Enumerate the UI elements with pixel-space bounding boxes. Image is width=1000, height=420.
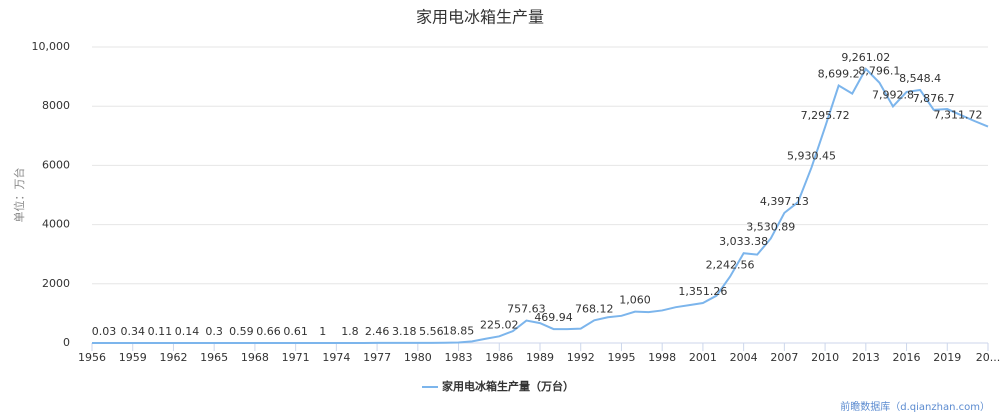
x-tick-label: 1959 bbox=[119, 351, 147, 364]
x-tick-label: 2013 bbox=[852, 351, 880, 364]
data-label: 1 bbox=[319, 325, 326, 338]
data-label: 225.02 bbox=[480, 318, 519, 331]
data-label: 3.18 bbox=[392, 325, 417, 338]
data-label: 1,060 bbox=[619, 294, 651, 307]
data-label: 5.56 bbox=[419, 325, 444, 338]
y-axis-title: 单位：万台 bbox=[12, 168, 26, 223]
data-label: 768.12 bbox=[575, 302, 614, 315]
data-label: 2,242.56 bbox=[706, 259, 755, 272]
data-label: 1,351.26 bbox=[678, 285, 727, 298]
chart-title: 家用电冰箱生产量 bbox=[416, 8, 544, 27]
data-label: 0.14 bbox=[175, 325, 200, 338]
x-tick-label: 1983 bbox=[445, 351, 473, 364]
x-tick-label: 1998 bbox=[648, 351, 676, 364]
data-label: 0.59 bbox=[229, 325, 254, 338]
y-tick-label: 4000 bbox=[42, 218, 70, 231]
data-label: 0.11 bbox=[148, 325, 173, 338]
data-label: 8,699.2 bbox=[818, 68, 860, 81]
data-label: 0.3 bbox=[205, 325, 223, 338]
legend-label: 家用电冰箱生产量（万台） bbox=[442, 379, 574, 393]
y-tick-label: 10,000 bbox=[32, 40, 71, 53]
data-label: 1.8 bbox=[341, 325, 359, 338]
x-tick-label: 1995 bbox=[607, 351, 635, 364]
data-label: 757.63 bbox=[507, 303, 546, 316]
x-tick-label: 2016 bbox=[893, 351, 921, 364]
data-label: 7,992.8 bbox=[872, 88, 914, 101]
data-label: 18.85 bbox=[443, 324, 475, 337]
x-tick-label: 2001 bbox=[689, 351, 717, 364]
data-label: 0.61 bbox=[283, 325, 308, 338]
data-label: 7,295.72 bbox=[801, 109, 850, 122]
x-tick-label: 1980 bbox=[404, 351, 432, 364]
data-label: 4,397.13 bbox=[760, 195, 809, 208]
x-tick-label: 2004 bbox=[730, 351, 758, 364]
data-label: 2.46 bbox=[365, 325, 390, 338]
credits: 前瞻数据库（d.qianzhan.com） bbox=[840, 400, 990, 413]
data-label: 0.34 bbox=[120, 325, 145, 338]
x-tick-label: 1977 bbox=[363, 351, 391, 364]
data-label: 0.03 bbox=[92, 325, 117, 338]
data-label: 5,930.45 bbox=[787, 149, 836, 162]
x-tick-label: 1956 bbox=[78, 351, 106, 364]
x-tick-label: 1974 bbox=[322, 351, 350, 364]
x-tick-label: 2010 bbox=[811, 351, 839, 364]
data-label: 8,548.4 bbox=[899, 72, 941, 85]
x-tick-label: 1968 bbox=[241, 351, 269, 364]
data-label: 469.94 bbox=[534, 311, 573, 324]
data-label: 3,033.38 bbox=[719, 235, 768, 248]
y-tick-label: 8000 bbox=[42, 99, 70, 112]
x-tick-label: 1962 bbox=[159, 351, 187, 364]
data-label: 0.66 bbox=[256, 325, 281, 338]
data-label: 9,261.02 bbox=[841, 51, 890, 64]
line bbox=[91, 67, 989, 344]
x-tick-label: 1965 bbox=[200, 351, 228, 364]
data-label: 3,530.89 bbox=[746, 220, 795, 233]
x-tick-label: 2019 bbox=[933, 351, 961, 364]
y-tick-label: 2000 bbox=[42, 277, 70, 290]
x-tick-label: 1986 bbox=[485, 351, 513, 364]
data-label: 7,311.72 bbox=[934, 109, 983, 122]
x-tick-label: 20... bbox=[976, 351, 1000, 364]
y-tick-label: 6000 bbox=[42, 158, 70, 171]
x-tick-label: 1989 bbox=[526, 351, 554, 364]
x-tick-label: 2007 bbox=[770, 351, 798, 364]
y-tick-label: 0 bbox=[63, 336, 70, 349]
x-tick-label: 1992 bbox=[567, 351, 595, 364]
data-label: 7,876.7 bbox=[913, 92, 955, 105]
x-tick-label: 1971 bbox=[282, 351, 310, 364]
data-label: 8,796.1 bbox=[858, 65, 900, 78]
